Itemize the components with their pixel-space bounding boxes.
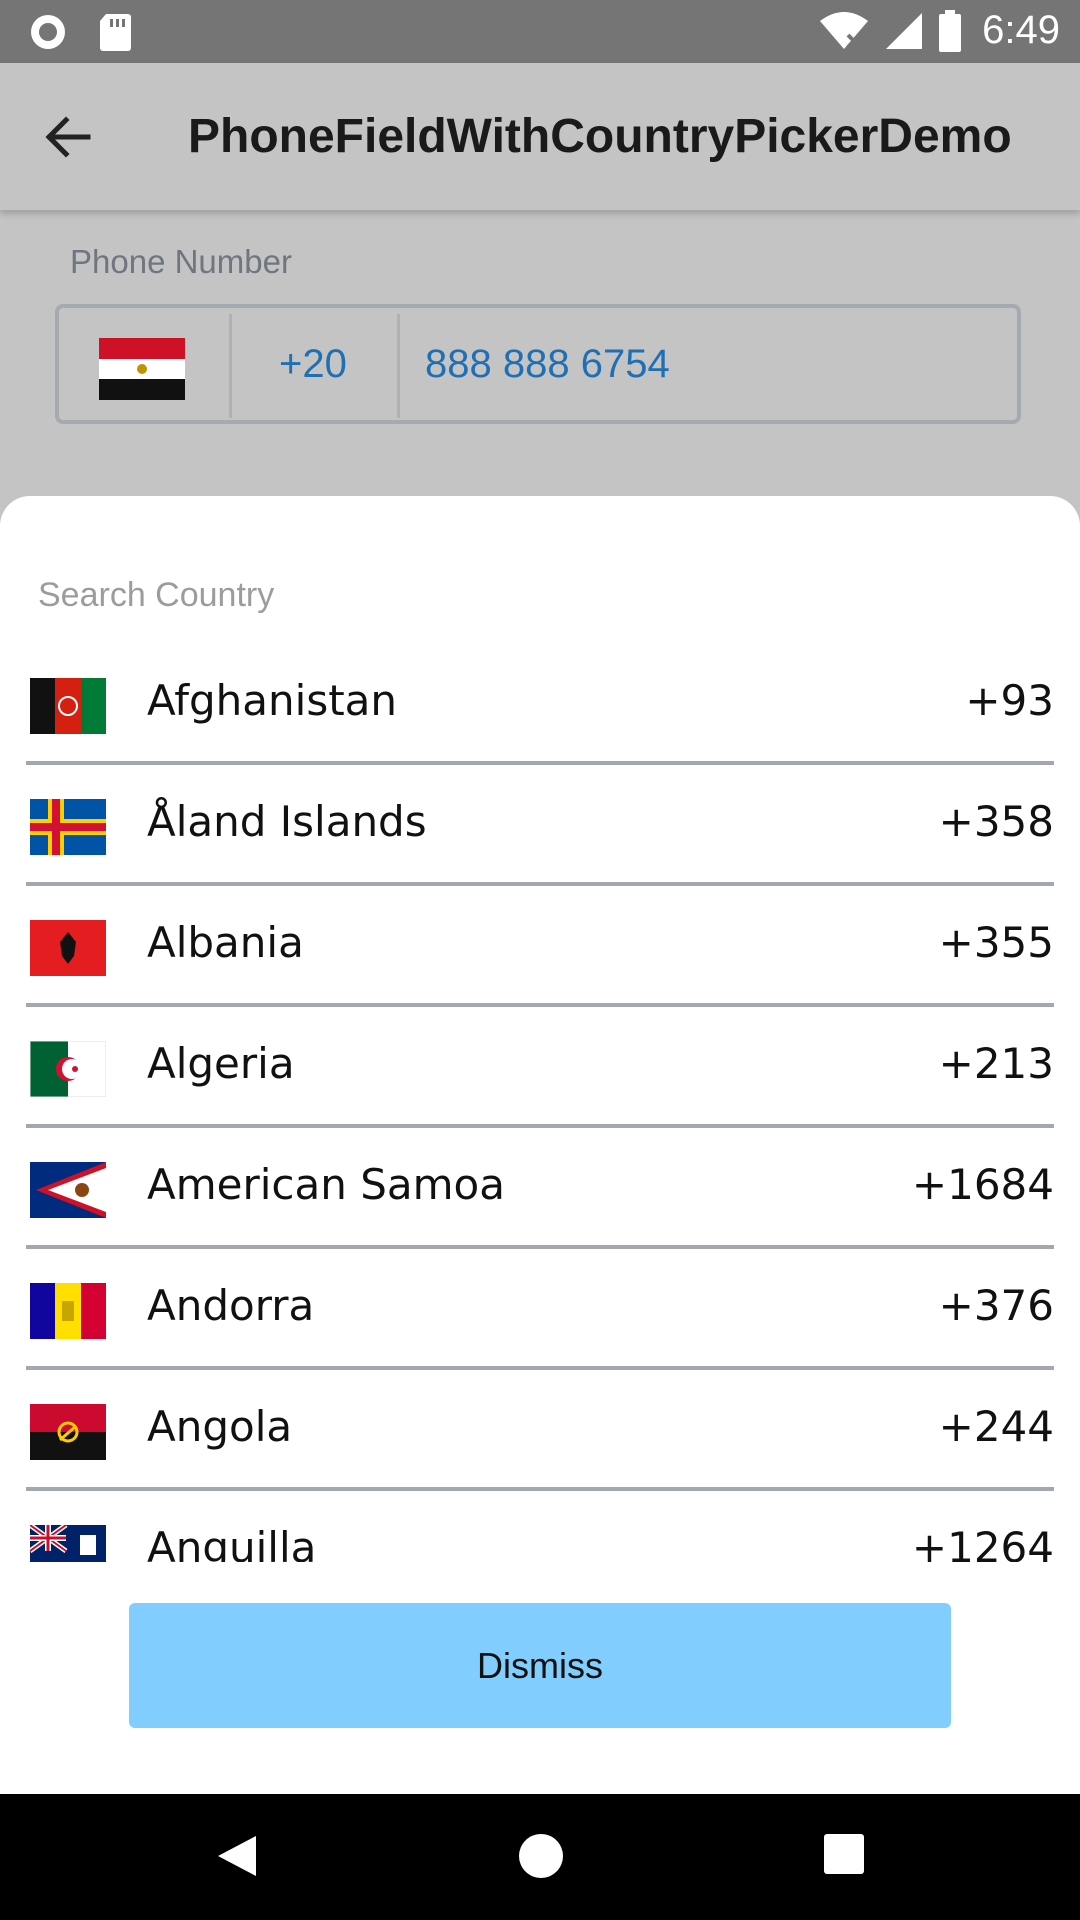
nav-recents-icon[interactable] [824, 1834, 864, 1874]
divider [26, 1003, 1054, 1007]
app-bar: PhoneFieldWithCountryPickerDemo [0, 63, 1080, 210]
country-dial-code: +376 [938, 1281, 1054, 1330]
status-time: 6:49 [982, 8, 1060, 52]
signal-icon [886, 12, 923, 49]
andorra-flag-icon [30, 1283, 106, 1339]
country-name: Angola [147, 1402, 293, 1451]
country-name: Afghanistan [147, 676, 398, 725]
list-item[interactable]: Algeria +213 [26, 1015, 1054, 1136]
field-divider [229, 314, 232, 418]
wifi-icon [820, 11, 869, 49]
system-nav-bar [0, 1794, 1080, 1920]
field-divider [397, 314, 400, 418]
country-dial-code: +93 [965, 676, 1054, 725]
anguilla-flag-icon [30, 1525, 106, 1562]
divider [26, 1487, 1054, 1491]
nav-home-icon[interactable] [519, 1834, 563, 1878]
american-samoa-flag-icon [30, 1162, 106, 1218]
divider [26, 761, 1054, 765]
divider [26, 1124, 1054, 1128]
country-dial-code: +358 [938, 797, 1054, 846]
phone-number-value[interactable]: 888 888 6754 [425, 342, 670, 386]
phone-number-label: Phone Number [70, 243, 292, 280]
country-dial-code: +1264 [911, 1523, 1054, 1562]
circle-icon [31, 15, 65, 49]
nav-back-icon[interactable] [216, 1834, 258, 1878]
divider [26, 882, 1054, 886]
status-bar: 6:49 [0, 0, 1080, 63]
search-country-input[interactable] [36, 566, 1040, 624]
divider [26, 1366, 1054, 1370]
country-list[interactable]: Afghanistan +93 Åland Islands +358 Alban… [0, 652, 1080, 1562]
angola-flag-icon [30, 1404, 106, 1460]
list-item[interactable]: Angola +244 [26, 1378, 1054, 1499]
country-picker-sheet: Afghanistan +93 Åland Islands +358 Alban… [0, 496, 1080, 1794]
list-item[interactable]: Albania +355 [26, 894, 1054, 1015]
dismiss-button[interactable]: Dismiss [129, 1603, 951, 1728]
country-dial-code: +213 [938, 1039, 1054, 1088]
country-name: Andorra [147, 1281, 315, 1330]
list-item[interactable]: Åland Islands +358 [26, 773, 1054, 894]
country-dial-code: +244 [938, 1402, 1054, 1451]
phone-number-field[interactable]: +20 888 888 6754 [55, 304, 1021, 424]
page-title: PhoneFieldWithCountryPickerDemo [188, 110, 1012, 163]
country-name: Algeria [147, 1039, 295, 1088]
aland-islands-flag-icon [30, 799, 106, 855]
list-item[interactable]: Anguilla +1264 [26, 1499, 1054, 1562]
country-name: American Samoa [147, 1160, 505, 1209]
afghanistan-flag-icon [30, 678, 106, 734]
country-name: Anguilla [147, 1523, 317, 1562]
arrow-back-icon[interactable] [38, 107, 98, 167]
egypt-flag-icon[interactable] [99, 338, 185, 400]
sd-card-icon [100, 14, 131, 51]
dial-code[interactable]: +20 [279, 342, 347, 386]
country-dial-code: +1684 [911, 1160, 1054, 1209]
country-name: Åland Islands [147, 797, 427, 846]
albania-flag-icon [30, 920, 106, 976]
algeria-flag-icon [30, 1041, 106, 1097]
battery-icon [939, 9, 962, 52]
country-dial-code: +355 [938, 918, 1054, 967]
list-item[interactable]: American Samoa +1684 [26, 1136, 1054, 1257]
divider [26, 1245, 1054, 1249]
list-item[interactable]: Andorra +376 [26, 1257, 1054, 1378]
country-name: Albania [147, 918, 304, 967]
list-item[interactable]: Afghanistan +93 [26, 652, 1054, 773]
